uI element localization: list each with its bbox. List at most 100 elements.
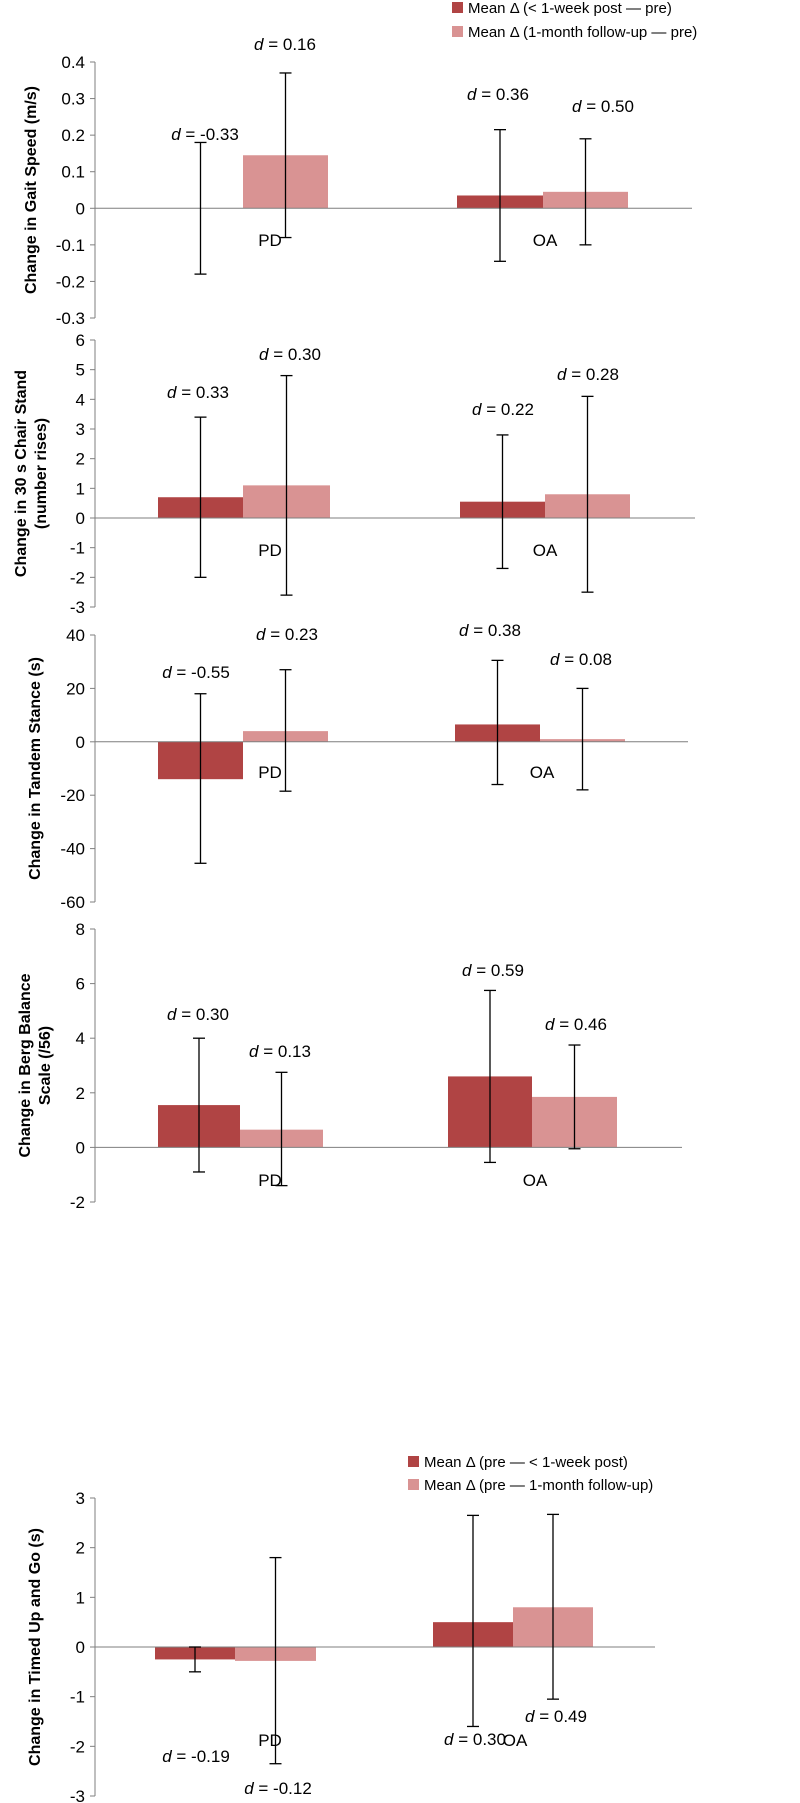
effect-size-symbol: d [167, 383, 177, 402]
y-axis-label-line: (number rises) [33, 418, 50, 529]
effect-size-label: d = 0.28 [557, 365, 619, 384]
effect-size-value: = 0.50 [582, 97, 634, 116]
effect-size-symbol: d [550, 650, 560, 669]
y-axis-label-line: Change in 30 s Chair Stand [13, 370, 30, 577]
panel-1: 0.4 0.3 0.2 0.1 0 -0.1 -0.2 -0.3 Change in Gait … [23, 35, 692, 328]
effect-size-label: d = 0.46 [545, 1015, 607, 1034]
effect-size-symbol: d [525, 1707, 535, 1726]
y-tick-label: 0 [76, 199, 85, 218]
effect-size-value: = 0.13 [259, 1042, 311, 1061]
effect-size-label: d = 0.49 [525, 1707, 587, 1726]
y-tick-label: 3 [76, 1489, 85, 1508]
y-tick-label: -3 [70, 598, 85, 617]
effect-size-value: = 0.46 [555, 1015, 607, 1034]
legend-label-pre-follow: Mean Δ (pre — 1-month follow-up) [424, 1477, 653, 1494]
legend-label-follow: Mean Δ (1-month follow-up — pre) [468, 24, 697, 41]
effect-size-symbol: d [167, 1005, 177, 1024]
effect-size-symbol: d [572, 97, 582, 116]
effect-size-symbol: d [467, 85, 477, 104]
effect-size-symbol: d [254, 35, 264, 54]
y-tick-label: 2 [76, 1084, 85, 1103]
effect-size-value: = 0.33 [177, 383, 229, 402]
legend-top: Mean Δ (< 1-week post — pre) Mean Δ (1-m… [452, 0, 697, 41]
y-tick-label: -2 [70, 1737, 85, 1756]
effect-size-symbol: d [171, 125, 181, 144]
y-axis-label-line: Change in Timed Up and Go (s) [27, 1528, 44, 1766]
y-tick-label: 8 [76, 920, 85, 939]
category-label-pd: PD [258, 763, 282, 782]
effect-size-value: = 0.28 [567, 365, 619, 384]
y-tick-label: 3 [76, 420, 85, 439]
panel-5: 3 2 1 0 -1 -2 -3 Change in Timed Up and Go (s) P… [27, 1489, 655, 1803]
effect-size-value: = 0.36 [477, 85, 529, 104]
y-tick-label: 40 [66, 626, 85, 645]
y-tick-label: 6 [76, 975, 85, 994]
effect-size-value: = 0.49 [535, 1707, 587, 1726]
category-label-oa: OA [523, 1171, 548, 1190]
effect-size-label: d = 0.08 [550, 650, 612, 669]
panel-2: 6 5 4 3 2 1 0 -1 -2 -3 Change in 30 s Chair Stand(… [13, 331, 695, 617]
effect-size-label: d = 0.30 [259, 345, 321, 364]
category-label-oa: OA [533, 541, 558, 560]
y-tick-label: 1 [76, 479, 85, 498]
legend-swatch-follow [452, 26, 463, 37]
effect-size-value: = 0.16 [264, 35, 316, 54]
y-tick-label: 4 [76, 390, 85, 409]
legend-bottom: Mean Δ (pre — < 1-week post) Mean Δ (pre… [408, 1454, 653, 1494]
y-axis-label: Change in Berg Balance Scale (/56) [17, 973, 54, 1157]
y-tick-label: -0.3 [56, 309, 85, 328]
y-tick-label: 20 [66, 679, 85, 698]
category-label-pd: PD [258, 231, 282, 250]
category-label-oa: OA [533, 231, 558, 250]
y-axis-label-line: Change in Gait Speed (m/s) [23, 86, 40, 294]
y-tick-label: 0 [76, 1638, 85, 1657]
y-tick-label: 6 [76, 331, 85, 350]
y-tick-label: 0.1 [61, 163, 85, 182]
legend-swatch-post [452, 2, 463, 13]
y-tick-label: -60 [60, 893, 85, 912]
effect-size-symbol: d [444, 1730, 454, 1749]
effect-size-value: = 0.23 [266, 625, 318, 644]
effect-size-symbol: d [162, 1747, 172, 1766]
category-label-pd: PD [258, 1171, 282, 1190]
effect-size-symbol: d [459, 621, 469, 640]
effect-size-label: d = 0.33 [167, 383, 229, 402]
effect-size-label: d = 0.22 [472, 400, 534, 419]
y-tick-label: 2 [76, 450, 85, 469]
y-axis-label-line: Change in Berg Balance [17, 973, 34, 1157]
category-label-oa: OA [503, 1731, 528, 1750]
y-tick-label: 1 [76, 1588, 85, 1607]
panel-3: 40 20 0 -20 -40 -60 Change in Tandem Stance (s… [27, 621, 688, 912]
effect-size-symbol: d [462, 961, 472, 980]
effect-size-value: = 0.22 [482, 400, 534, 419]
effect-size-symbol: d [256, 625, 266, 644]
effect-size-symbol: d [472, 400, 482, 419]
effect-size-label: d = -0.19 [162, 1747, 230, 1766]
effect-size-label: d = -0.55 [162, 663, 230, 682]
effect-size-label: d = 0.50 [572, 97, 634, 116]
y-tick-label: -1 [70, 539, 85, 558]
effect-size-label: d = 0.30 [167, 1005, 229, 1024]
category-label-oa: OA [530, 763, 555, 782]
effect-size-value: = 0.59 [472, 961, 524, 980]
legend-label-pre-post: Mean Δ (pre — < 1-week post) [424, 1454, 628, 1471]
effect-size-value: = -0.12 [254, 1779, 312, 1798]
y-axis-label: Change in Gait Speed (m/s) [23, 86, 40, 294]
effect-size-symbol: d [259, 345, 269, 364]
y-axis-label: Change in 30 s Chair Stand (number rises) [13, 370, 50, 577]
y-tick-label: -40 [60, 840, 85, 859]
panel-4: 8 6 4 2 0 -2 Change in Berg Balance Scale (/56)… [17, 920, 682, 1212]
effect-size-label: d = -0.33 [171, 125, 239, 144]
effect-size-value: = 0.38 [469, 621, 521, 640]
y-tick-label: 0.3 [61, 90, 85, 109]
y-axis-label: Change in Timed Up and Go (s) [27, 1528, 44, 1766]
effect-size-value: = -0.19 [172, 1747, 230, 1766]
y-tick-label: 0.2 [61, 126, 85, 145]
effect-size-symbol: d [244, 1779, 254, 1798]
y-tick-label: 0 [76, 733, 85, 752]
legend-label-post: Mean Δ (< 1-week post — pre) [468, 0, 672, 17]
effect-size-label: d = 0.38 [459, 621, 521, 640]
legend-swatch-pre-post [408, 1456, 419, 1467]
effect-size-value: = 0.30 [269, 345, 321, 364]
